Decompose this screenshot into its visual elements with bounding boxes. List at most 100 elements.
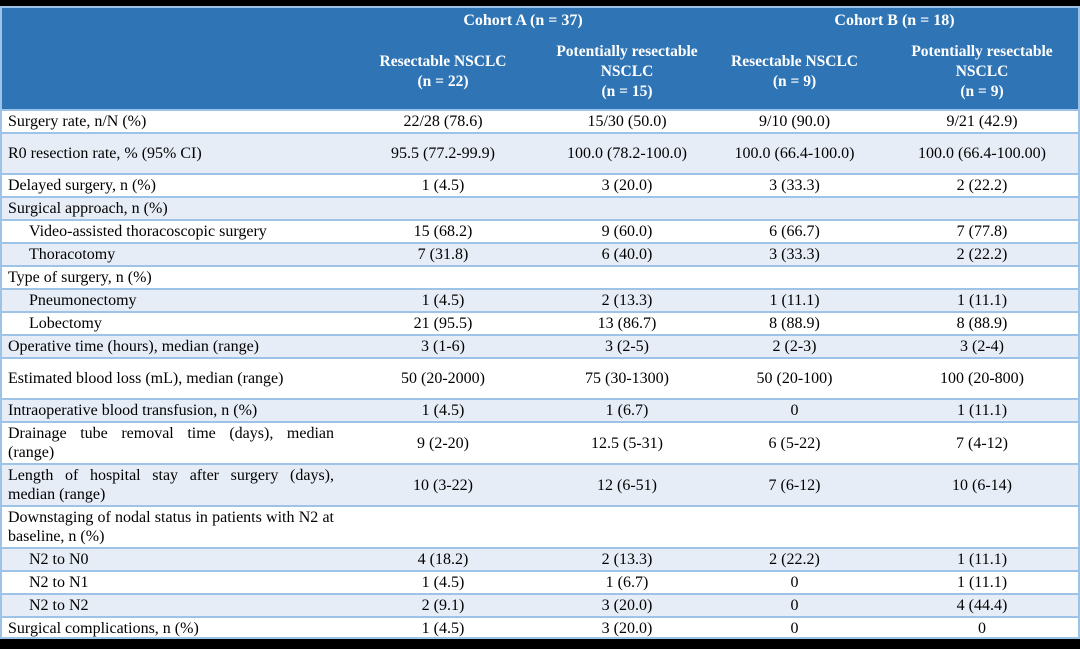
cell-value: 1 (4.5) bbox=[421, 177, 465, 194]
cell-value: 50 (20-100) bbox=[756, 370, 833, 387]
cell-value bbox=[707, 266, 882, 289]
cell-value: 10 (6-14) bbox=[952, 476, 1012, 494]
table-row: Drainage tube removal time (days), media… bbox=[2, 422, 1078, 464]
row-label: N2 to N2 bbox=[29, 597, 89, 614]
cell-value: 6 (66.7) bbox=[769, 223, 820, 240]
row-label: Downstaging of nodal status in patients … bbox=[8, 509, 334, 545]
cell-value: 2 (13.3) bbox=[601, 292, 653, 309]
cell-value: 4 (44.4) bbox=[956, 597, 1008, 614]
cell-value bbox=[882, 197, 1078, 220]
table-row: Estimated blood loss (mL), median (range… bbox=[2, 358, 1078, 399]
cell-value: 9/21 (42.9) bbox=[946, 113, 1018, 130]
cell-value: 21 (95.5) bbox=[413, 315, 473, 332]
column-header-resectable-a: Resectable NSCLC (n = 22) bbox=[339, 34, 547, 110]
cell-value: 2 (2-3) bbox=[772, 338, 817, 355]
table-row: Type of surgery, n (%) bbox=[2, 266, 1078, 289]
cell-value: 100 (20-800) bbox=[940, 370, 1024, 387]
cell-value: 22/28 (78.6) bbox=[403, 113, 483, 130]
top-frame-bar bbox=[0, 0, 1080, 6]
row-label: Intraoperative blood transfusion, n (%) bbox=[8, 402, 258, 419]
cell-value: 50 (20-2000) bbox=[401, 370, 485, 387]
table-row: N2 to N1 1 (4.5) 1 (6.7) 0 1 (11.1) bbox=[2, 571, 1078, 594]
cell-value bbox=[547, 266, 707, 289]
cell-value: 6 (5-22) bbox=[768, 434, 821, 452]
table-row: Surgical approach, n (%) bbox=[2, 197, 1078, 220]
cell-value bbox=[547, 506, 707, 548]
cell-value bbox=[339, 266, 547, 289]
table-row: R0 resection rate, % (95% CI) 95.5 (77.2-… bbox=[2, 133, 1078, 174]
outcomes-table-container: Cohort A (n = 37) Cohort B (n = 18) Rese… bbox=[0, 6, 1080, 639]
cell-value: 3 (20.0) bbox=[601, 597, 653, 614]
surgical-outcomes-table: Cohort A (n = 37) Cohort B (n = 18) Rese… bbox=[2, 8, 1078, 637]
row-label: Thoracotomy bbox=[29, 246, 116, 263]
cell-value: 0 bbox=[790, 402, 799, 419]
bottom-frame-bar bbox=[0, 639, 1080, 649]
cell-value: 8 (88.9) bbox=[769, 315, 820, 332]
cell-value: 12 (6-51) bbox=[597, 476, 657, 494]
table-row: Intraoperative blood transfusion, n (%) 1… bbox=[2, 399, 1078, 422]
cell-value: 7 (6-12) bbox=[768, 476, 821, 494]
cell-value: 9/10 (90.0) bbox=[758, 113, 831, 130]
row-label: Length of hospital stay after surgery (d… bbox=[8, 467, 334, 503]
cell-value: 2 (22.2) bbox=[956, 177, 1008, 194]
table-row: Length of hospital stay after surgery (d… bbox=[2, 464, 1078, 506]
table-row: Downstaging of nodal status in patients … bbox=[2, 506, 1078, 548]
row-label: Surgical approach, n (%) bbox=[8, 200, 168, 217]
cell-value: 75 (30-1300) bbox=[585, 370, 669, 387]
table-row: Pneumonectomy 1 (4.5) 2 (13.3) 1 (11.1) 1 (1… bbox=[2, 289, 1078, 312]
row-label: Estimated blood loss (mL), median (range… bbox=[8, 370, 284, 387]
cell-value: 7 (31.8) bbox=[417, 246, 469, 263]
cell-value: 15/30 (50.0) bbox=[587, 113, 667, 130]
cell-value: 6 (40.0) bbox=[601, 246, 653, 263]
cell-value: 3 (2-5) bbox=[605, 338, 649, 355]
cell-value: 13 (86.7) bbox=[597, 315, 657, 332]
cell-value: 100.0 (66.4-100.0) bbox=[734, 145, 855, 162]
cell-value: 10 (3-22) bbox=[413, 476, 473, 494]
cell-value: 3 (1-6) bbox=[421, 338, 465, 355]
row-label: Video-assisted thoracoscopic surgery bbox=[29, 223, 267, 240]
cell-value: 8 (88.9) bbox=[956, 315, 1008, 332]
cell-value bbox=[882, 506, 1078, 548]
cell-value: 1 (11.1) bbox=[956, 402, 1008, 419]
cell-value: 9 (2-20) bbox=[417, 434, 469, 452]
cell-value: 2 (22.2) bbox=[769, 551, 820, 568]
row-label: N2 to N1 bbox=[29, 574, 89, 591]
cell-value bbox=[547, 197, 707, 220]
table-row: Surgical complications, n (%) 1 (4.5) 3 (2… bbox=[2, 617, 1078, 637]
cell-value: 100.0 (66.4-100.00) bbox=[918, 145, 1046, 162]
table-row: Thoracotomy 7 (31.8) 6 (40.0) 3 (33.3) 2 (22… bbox=[2, 243, 1078, 266]
row-label: Operative time (hours), median (range) bbox=[8, 338, 260, 355]
column-header-potentially-resectable-b: Potentially resectable NSCLC (n = 9) bbox=[882, 34, 1078, 110]
table-row: N2 to N0 4 (18.2) 2 (13.3) 2 (22.2) 1 (11.1) bbox=[2, 548, 1078, 571]
cell-value: 3 (2-4) bbox=[960, 338, 1004, 355]
cell-value: 0 bbox=[978, 620, 986, 637]
cell-value: 15 (68.2) bbox=[413, 223, 473, 240]
table-body: Surgery rate, n/N (%) 22/28 (78.6) 15/30 (… bbox=[2, 110, 1078, 637]
cell-value bbox=[339, 506, 547, 548]
cell-value: 1 (4.5) bbox=[421, 292, 465, 309]
cohort-b-header: Cohort B (n = 18) bbox=[707, 8, 1078, 34]
cell-value: 1 (11.1) bbox=[956, 551, 1008, 568]
cohort-header-row: Cohort A (n = 37) Cohort B (n = 18) bbox=[2, 8, 1078, 34]
column-header-row: Resectable NSCLC (n = 22) Potentially re… bbox=[2, 34, 1078, 110]
table-row: Surgery rate, n/N (%) 22/28 (78.6) 15/30 (… bbox=[2, 110, 1078, 133]
row-label: N2 to N0 bbox=[29, 551, 89, 568]
row-label: Surgical complications, n (%) bbox=[8, 620, 199, 637]
cell-value: 12.5 (5-31) bbox=[591, 434, 663, 452]
row-label: Pneumonectomy bbox=[29, 292, 137, 309]
cell-value: 0 bbox=[790, 574, 799, 591]
table-row: Lobectomy 21 (95.5) 13 (86.7) 8 (88.9) 8 (88… bbox=[2, 312, 1078, 335]
cell-value: 0 bbox=[790, 597, 799, 614]
row-label: Type of surgery, n (%) bbox=[8, 269, 152, 286]
table-row: Operative time (hours), median (range) 3 … bbox=[2, 335, 1078, 358]
cell-value: 3 (33.3) bbox=[769, 177, 820, 194]
cell-value: 2 (9.1) bbox=[421, 597, 465, 614]
cohort-a-header: Cohort A (n = 37) bbox=[339, 8, 707, 34]
table-row: Video-assisted thoracoscopic surgery 15 (… bbox=[2, 220, 1078, 243]
column-header-resectable-b: Resectable NSCLC (n = 9) bbox=[707, 34, 882, 110]
cell-value: 1 (11.1) bbox=[769, 292, 820, 309]
cell-value: 0 bbox=[790, 620, 799, 637]
cell-value: 1 (6.7) bbox=[605, 402, 649, 419]
cell-value: 2 (13.3) bbox=[601, 551, 653, 568]
